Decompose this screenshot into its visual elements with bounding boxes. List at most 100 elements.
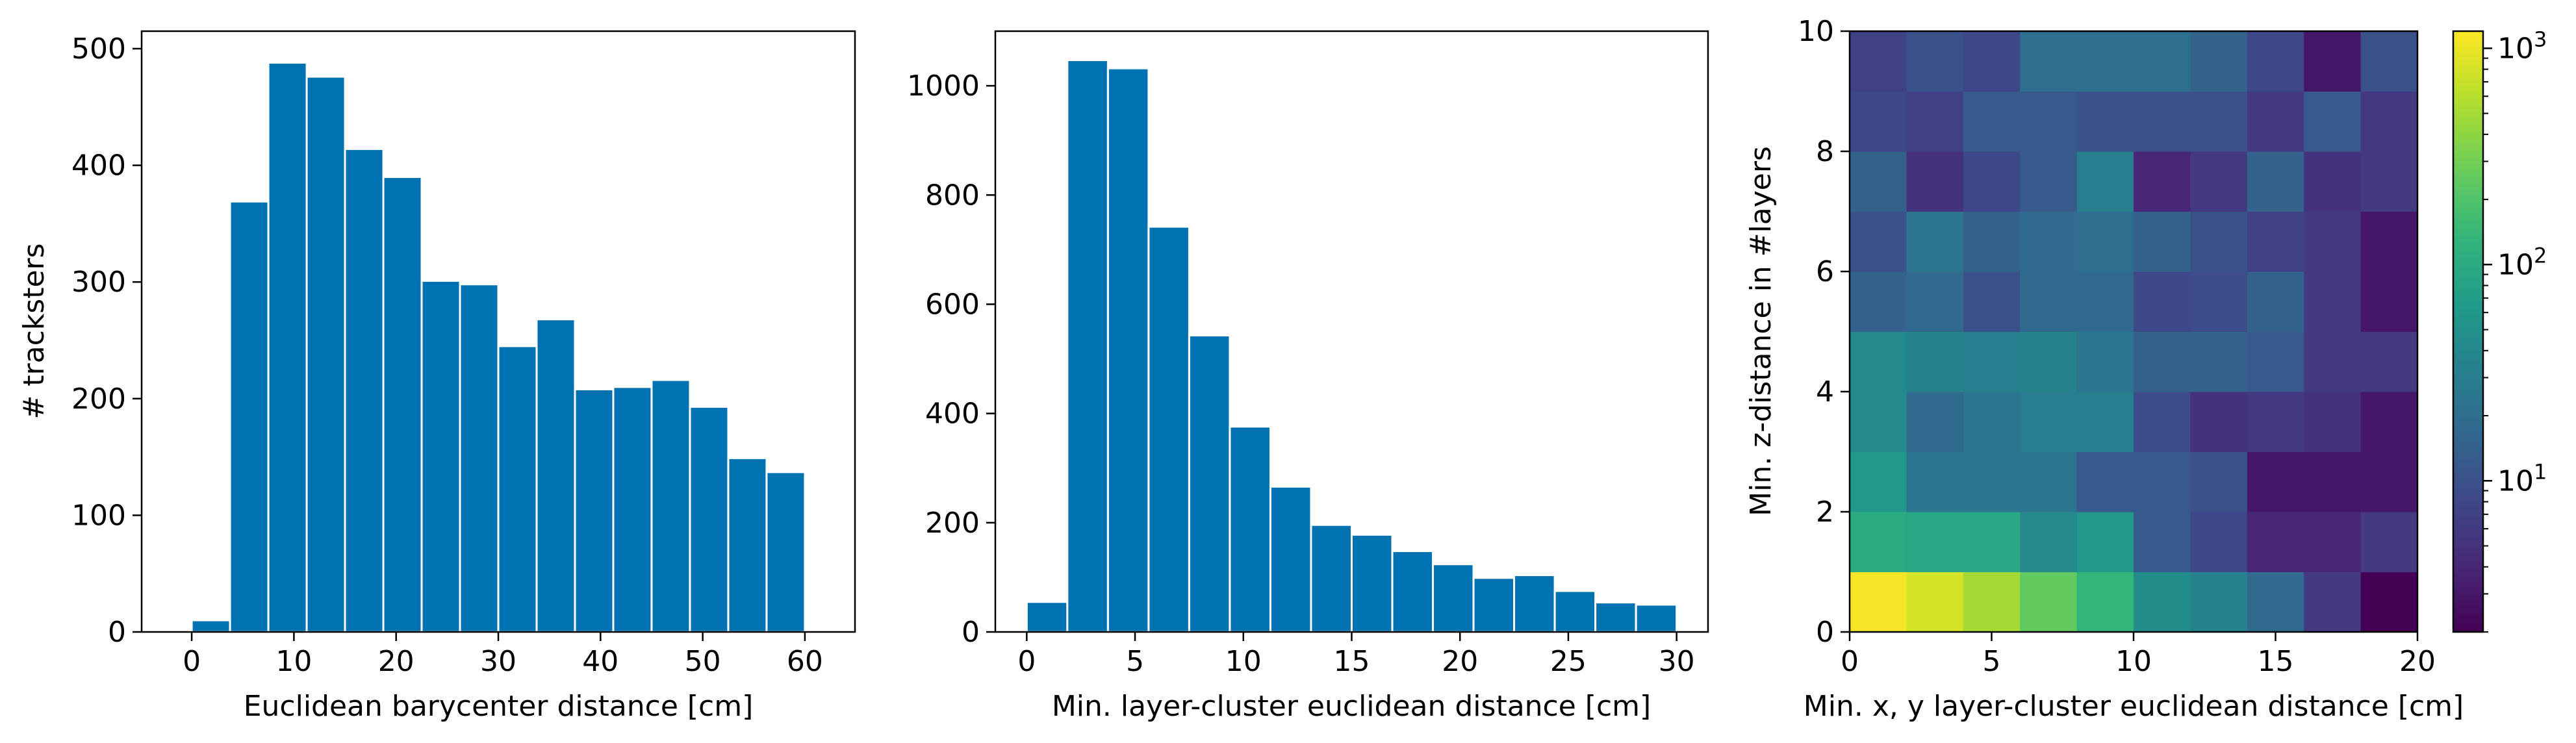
y-tick-label: 8 (1816, 135, 1834, 168)
heatmap-cell (2134, 91, 2191, 152)
heatmap-cell (2076, 151, 2134, 212)
x-tick-label: 0 (183, 645, 201, 678)
heatmap-cell (2360, 392, 2418, 452)
heatmap-cell (2247, 91, 2304, 152)
heatmap-cell (2304, 512, 2362, 572)
heatmap-cell (2247, 331, 2304, 392)
x-tick-label: 5 (1983, 645, 2001, 678)
heatmap-cell (2247, 271, 2304, 332)
y-tick-label: 0 (1816, 616, 1834, 649)
heatmap-cell (2360, 331, 2418, 392)
heatmap-cell (1906, 151, 1964, 212)
colorbar-frame (2452, 30, 2484, 633)
heatmap-cell (1906, 572, 1964, 633)
y-tick-label: 400 (925, 397, 980, 431)
heatmap-cell (2190, 331, 2248, 392)
histogram-bar (382, 176, 423, 633)
heatmap-cell (1963, 151, 2021, 212)
histogram-bar (1513, 574, 1556, 633)
panel-2-ticks: 0 5 10 15 20 25 30 0 200 400 600 800 1000 (907, 69, 1695, 678)
x-tick-label: 5 (1126, 645, 1144, 678)
heatmap-cell (1906, 331, 1964, 392)
heatmap-cell (1906, 392, 1964, 452)
x-tick-label: 50 (685, 645, 721, 678)
y-tick-label: 200 (71, 383, 126, 416)
x-tick-label: 15 (2258, 645, 2294, 678)
histogram-bar (1351, 533, 1394, 633)
x-tick-label: 20 (1442, 645, 1478, 678)
y-tick-label: 100 (71, 499, 126, 532)
x-tick-label: 30 (1659, 645, 1695, 678)
heatmap-cell (1850, 271, 1907, 332)
heatmap-cell (1850, 211, 1907, 272)
histogram-bar (497, 345, 538, 633)
heatmap-cell (2304, 572, 2362, 633)
heatmap-cell (1850, 451, 1907, 512)
heatmap-cell (1963, 331, 2021, 392)
panel-3-heatmap-cells (1850, 31, 2418, 633)
panel-3-y-axis-label: Min. z-distance in #layers (1744, 146, 1778, 516)
heatmap-cell (1963, 572, 2021, 633)
y-tick-label: 800 (925, 179, 980, 212)
histogram-bar (1553, 590, 1597, 633)
heatmap-cell (2020, 271, 2078, 332)
y-tick-label: 0 (962, 616, 980, 649)
heatmap-cell (1906, 91, 1964, 152)
histogram-bar (535, 318, 576, 633)
heatmap-cell (1963, 451, 2021, 512)
histogram-bar (1432, 563, 1475, 633)
y-tick-label: 2 (1816, 496, 1834, 529)
heatmap-cell (2304, 271, 2362, 332)
panel-1-y-axis-label: # tracksters (18, 243, 51, 419)
histogram-bar (1310, 523, 1353, 633)
x-tick-label: 25 (1550, 645, 1587, 678)
heatmap-cell (2020, 392, 2078, 452)
heatmap-cell (2360, 91, 2418, 152)
x-tick-label: 10 (1225, 645, 1262, 678)
histogram-bar (574, 388, 615, 633)
heatmap-cell (2076, 331, 2134, 392)
heatmap-cell (2134, 151, 2191, 212)
heatmap-cell (2020, 151, 2078, 212)
heatmap-cell (2360, 211, 2418, 272)
y-tick-label: 600 (925, 288, 980, 321)
panel-1-x-axis-label: Euclidean barycenter distance [cm] (244, 690, 754, 723)
histogram-bar (650, 379, 691, 633)
heatmap-cell (2360, 572, 2418, 633)
histogram-bar (689, 405, 730, 633)
histogram-bar (1391, 550, 1435, 633)
heatmap-cell (2190, 211, 2248, 272)
histogram-bar (1066, 59, 1109, 633)
heatmap-cell (2134, 512, 2191, 572)
heatmap-cell (2020, 91, 2078, 152)
heatmap-cell (2360, 31, 2418, 92)
histogram-bar (1106, 67, 1150, 633)
heatmap-cell (2020, 31, 2078, 92)
histogram-bar (1188, 334, 1231, 633)
heatmap-cell (2076, 451, 2134, 512)
heatmap-cell (2134, 392, 2191, 452)
y-tick-label: 500 (71, 32, 126, 66)
heatmap-cell (2134, 211, 2191, 272)
x-tick-label: 20 (2399, 645, 2436, 678)
heatmap-cell (2190, 572, 2248, 633)
heatmap-cell (2360, 451, 2418, 512)
heatmap-cell (1850, 512, 1907, 572)
heatmap-cell (2020, 211, 2078, 272)
heatmap-cell (2360, 271, 2418, 332)
histogram-bar (305, 75, 346, 633)
y-tick-label: 6 (1816, 255, 1834, 288)
heatmap-cell (2190, 512, 2248, 572)
panel-2: 0 5 10 15 20 25 30 0 200 400 600 800 1000 Min. layer… (907, 30, 1709, 723)
heatmap-cell (1850, 91, 1907, 152)
histogram-bar (1147, 225, 1190, 633)
heatmap-cell (2247, 151, 2304, 212)
heatmap-cell (2190, 151, 2248, 212)
heatmap-cell (1850, 572, 1907, 633)
heatmap-cell (1906, 211, 1964, 272)
y-tick-label: 0 (108, 616, 126, 649)
y-tick-label: 300 (71, 266, 126, 299)
colorbar-tick-label: 101 (2497, 459, 2547, 497)
y-tick-label: 200 (925, 507, 980, 540)
